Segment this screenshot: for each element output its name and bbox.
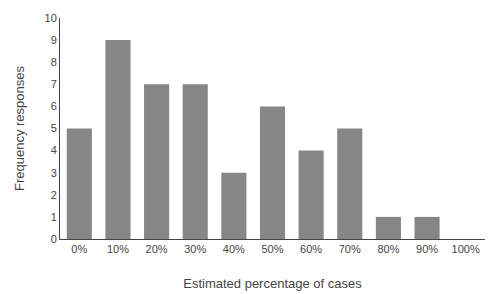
svg-text:2: 2 [51,189,57,201]
svg-text:60%: 60% [300,243,322,255]
svg-text:3: 3 [51,167,57,179]
svg-text:70%: 70% [339,243,361,255]
svg-text:90%: 90% [416,243,438,255]
svg-text:Estimated percentage of cases: Estimated percentage of cases [183,276,362,291]
svg-text:7: 7 [51,78,57,90]
svg-text:1: 1 [51,211,57,223]
svg-text:5: 5 [51,122,57,134]
svg-text:10%: 10% [107,243,129,255]
svg-text:Frequency responses: Frequency responses [12,65,27,191]
svg-text:0: 0 [51,233,57,245]
svg-text:0%: 0% [71,243,87,255]
svg-text:80%: 80% [377,243,399,255]
svg-text:30%: 30% [184,243,206,255]
svg-text:8: 8 [51,56,57,68]
svg-text:10: 10 [45,12,57,24]
svg-text:4: 4 [51,144,57,156]
svg-text:20%: 20% [146,243,168,255]
svg-text:50%: 50% [261,243,283,255]
svg-text:100%: 100% [452,243,480,255]
svg-text:40%: 40% [223,243,245,255]
svg-text:9: 9 [51,34,57,46]
svg-text:6: 6 [51,100,57,112]
